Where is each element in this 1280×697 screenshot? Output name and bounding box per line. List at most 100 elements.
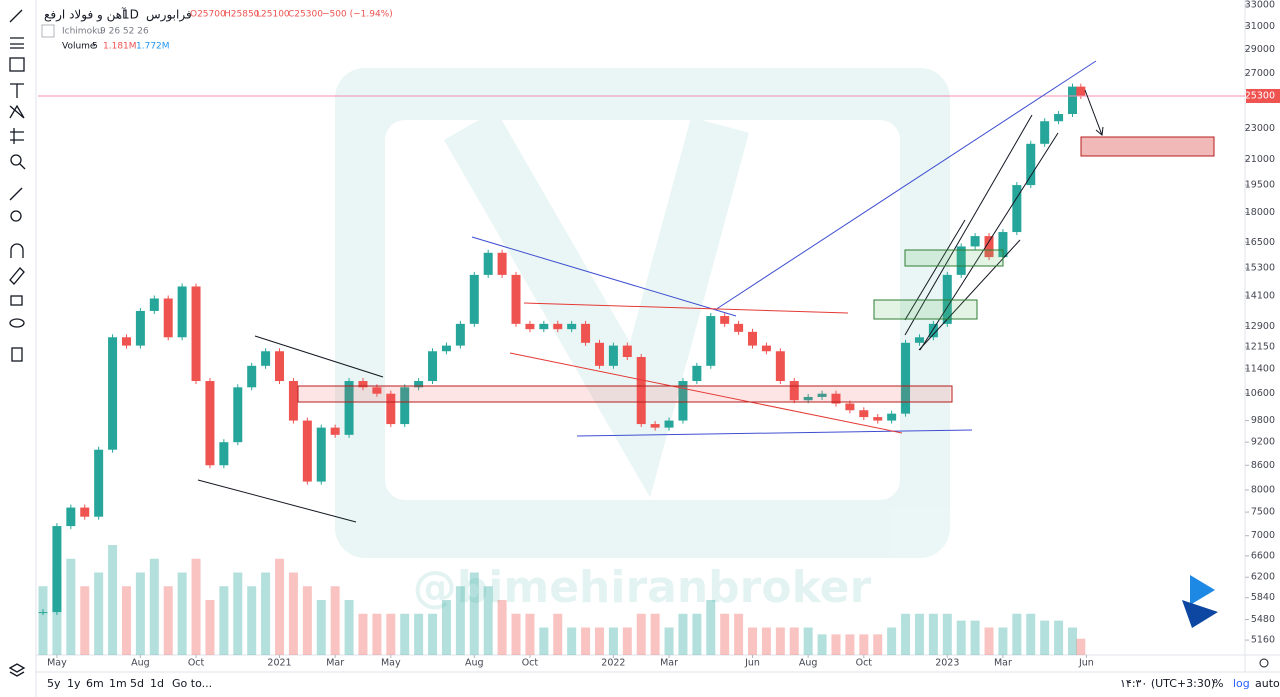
candle-body (942, 274, 952, 324)
volume-bar (497, 600, 507, 655)
visibility-tool[interactable] (9, 318, 25, 328)
y-tick-label: 19500 (1245, 180, 1275, 191)
search-tool[interactable] (10, 154, 22, 166)
candle-body (316, 427, 326, 482)
volume-bar (94, 572, 104, 655)
volume-bar (80, 586, 90, 655)
volume-bar (1076, 638, 1086, 655)
x-tick-label: 2021 (267, 658, 291, 669)
candle-body (163, 298, 173, 338)
scale-toggle[interactable]: % (1213, 677, 1223, 690)
x-tick-label: Oct (188, 658, 205, 669)
x-tick-label: Oct (522, 658, 539, 669)
range-button[interactable]: 1m (109, 677, 127, 690)
candle-body (149, 298, 159, 311)
y-tick-label: 5840 (1251, 592, 1275, 603)
candle-body (288, 381, 298, 421)
range-button[interactable]: 5y (47, 677, 61, 690)
y-tick-label: 18000 (1245, 207, 1275, 218)
magnet-tool[interactable] (10, 243, 24, 258)
candle-body (358, 381, 368, 388)
pattern-tool[interactable] (9, 104, 25, 119)
x-tick-label: Jun (744, 658, 760, 669)
volume-bar (678, 613, 688, 655)
zone-box (297, 385, 953, 403)
remove-tool[interactable] (11, 347, 23, 362)
low: L25100 (256, 10, 290, 20)
timezone[interactable]: ۱۴:۳۰ (UTC+3:30) (1120, 677, 1215, 690)
lock-tool[interactable] (10, 295, 23, 306)
fib-tool[interactable] (10, 37, 24, 49)
layers-tool[interactable] (8, 663, 26, 677)
settings-button[interactable] (1259, 658, 1269, 668)
volume-bar (66, 558, 76, 655)
candle-body (928, 323, 938, 338)
y-tick-label: 16500 (1245, 237, 1275, 248)
x-tick-label: Aug (131, 658, 150, 669)
prediction-tool[interactable] (10, 128, 24, 144)
candle-body (914, 337, 924, 343)
range-button[interactable]: 1y (67, 677, 81, 690)
goto-button[interactable]: Go to... (172, 677, 212, 690)
target-box (1080, 136, 1215, 157)
volume-bar (372, 613, 382, 655)
volume-bar (873, 634, 883, 655)
indicator-name: Volume (62, 42, 96, 52)
volume-bar (748, 627, 758, 655)
volume-bar (831, 634, 841, 655)
volume-bar (455, 586, 465, 655)
trend-line (471, 236, 737, 317)
y-tick-label: 5160 (1251, 635, 1275, 646)
channel-line (904, 114, 1033, 336)
candle-body (748, 331, 758, 346)
candle-body (817, 393, 827, 397)
volume-bar (483, 586, 493, 655)
y-tick-label: 9200 (1251, 437, 1275, 448)
candle-body (1012, 185, 1022, 233)
trend-line (714, 60, 1097, 311)
text-tool[interactable] (10, 83, 24, 98)
volume-bar (441, 600, 451, 655)
candle-body (581, 323, 591, 343)
trend-line (197, 479, 357, 523)
trend-tool[interactable] (9, 9, 23, 23)
volume-bar (581, 627, 591, 655)
trend-line (509, 352, 903, 434)
scale-toggle[interactable]: auto (1255, 677, 1280, 690)
candle-body (66, 507, 76, 527)
range-button[interactable]: 6m (86, 677, 104, 690)
volume-bar (970, 620, 980, 655)
candle-body (247, 365, 257, 388)
x-tick-label: Jun (1078, 658, 1094, 669)
arrow (1084, 89, 1104, 136)
volume-bar (942, 613, 952, 655)
zoom-tool[interactable] (10, 210, 22, 222)
y-tick-label: 33000 (1245, 0, 1275, 11)
volume-bar (1067, 627, 1077, 655)
y-tick-label: 6200 (1251, 572, 1275, 583)
candle-body (414, 381, 424, 388)
x-tick-label: 2023 (935, 658, 959, 669)
scale-toggle[interactable]: log (1233, 677, 1250, 690)
candle-body (469, 274, 479, 324)
collapse-button[interactable] (41, 24, 55, 38)
search-tool-handle (19, 163, 26, 170)
last-price-tag (1246, 88, 1280, 103)
range-button[interactable]: 5d (130, 677, 144, 690)
y-tick-label: 11400 (1245, 363, 1275, 374)
volume-bar (608, 627, 618, 655)
range-button[interactable]: 1d (150, 677, 164, 690)
measure-tool[interactable] (9, 187, 23, 201)
candle-body (497, 252, 507, 275)
plot-area: 33000 31000 29000 27000 23000 21000 19500 18000… (38, 0, 1280, 669)
draw-mode-tool[interactable] (9, 267, 25, 285)
volume-bar (358, 613, 368, 655)
volume-bar (414, 613, 424, 655)
volume-bar (539, 627, 549, 655)
y-tick-label: 15300 (1245, 263, 1275, 274)
bottom-bar: Go to... ۱۴:۳۰ (UTC+3:30) 5y 1y 6m 1m 5d 1d% l… (47, 658, 1280, 690)
y-tick-label: 21000 (1245, 154, 1275, 165)
shape-tool[interactable] (9, 57, 25, 72)
drawings (197, 60, 1215, 523)
